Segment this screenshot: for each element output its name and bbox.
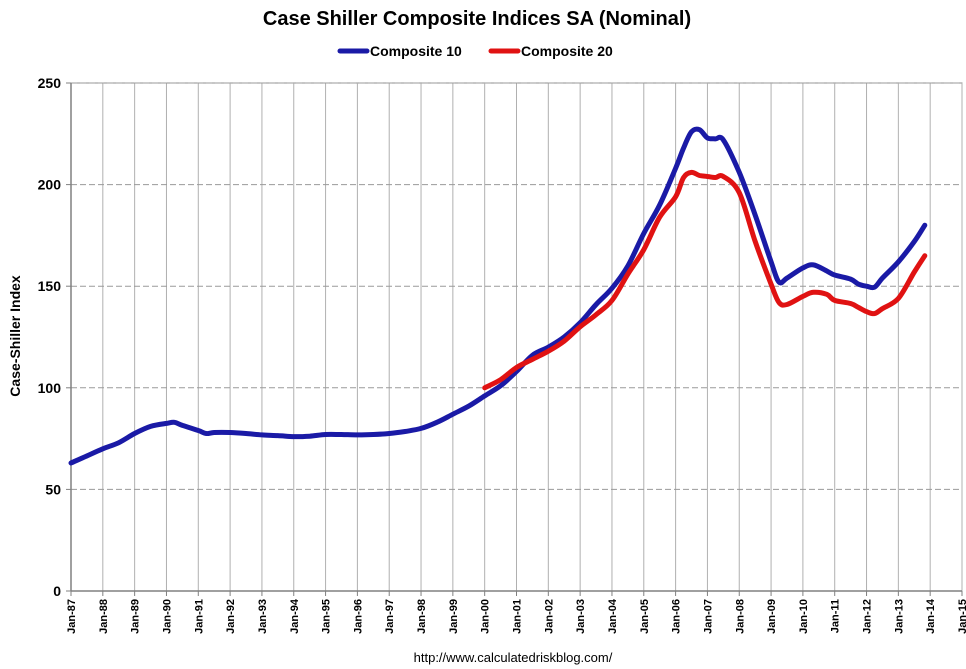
- x-tick-label: Jan-96: [352, 599, 364, 634]
- x-tick-label: Jan-00: [480, 599, 492, 634]
- x-tick-label: Jan-03: [575, 599, 587, 634]
- y-tick-label: 150: [38, 278, 62, 294]
- y-tick-label: 100: [38, 380, 62, 396]
- x-tick-label: Jan-92: [225, 599, 237, 634]
- x-tick-label: Jan-90: [161, 599, 173, 634]
- x-tick-label: Jan-89: [130, 599, 142, 634]
- chart-title: Case Shiller Composite Indices SA (Nomin…: [263, 8, 691, 30]
- x-tick-label: Jan-10: [798, 599, 810, 634]
- series-line-composite-20: [482, 169, 928, 391]
- x-tick-label: Jan-05: [639, 599, 651, 634]
- x-tick-label: Jan-97: [384, 599, 396, 634]
- series-line-composite-10: [68, 126, 928, 466]
- x-tick-label: Jan-07: [702, 599, 714, 634]
- grid: [70, 82, 963, 592]
- y-tick-label: 250: [38, 75, 62, 91]
- source-url: http://www.calculatedriskblog.com/: [414, 650, 613, 665]
- y-tick-label: 0: [53, 583, 61, 599]
- legend-label-composite-10: Composite 10: [370, 43, 462, 59]
- legend: Composite 10 Composite 20: [337, 43, 613, 59]
- series-lines: [68, 126, 928, 466]
- x-tick-label: Jan-93: [257, 599, 269, 634]
- y-axis-ticks: 0 50 100 150 200 250: [38, 75, 71, 599]
- x-tick-label: Jan-01: [512, 599, 524, 634]
- x-tick-label: Jan-15: [957, 599, 966, 634]
- y-axis-label: Case-Shiller Index: [7, 275, 23, 397]
- y-tick-label: 50: [45, 481, 61, 497]
- x-tick-label: Jan-94: [289, 598, 301, 634]
- x-tick-label: Jan-04: [607, 598, 619, 634]
- x-tick-label: Jan-11: [830, 599, 842, 633]
- x-tick-label: Jan-12: [862, 599, 874, 634]
- legend-label-composite-20: Composite 20: [521, 43, 613, 59]
- x-tick-label: Jan-91: [193, 599, 205, 634]
- x-tick-label: Jan-08: [734, 599, 746, 634]
- x-tick-label: Jan-88: [98, 599, 110, 634]
- x-tick-label: Jan-02: [543, 599, 555, 634]
- x-tick-label: Jan-13: [893, 599, 905, 634]
- x-tick-label: Jan-95: [321, 599, 333, 634]
- x-tick-label: Jan-14: [925, 598, 937, 634]
- x-tick-label: Jan-87: [66, 599, 78, 634]
- y-tick-label: 200: [38, 177, 62, 193]
- x-tick-label: Jan-09: [766, 599, 778, 634]
- x-tick-label: Jan-98: [416, 599, 428, 634]
- x-tick-label: Jan-99: [448, 599, 460, 634]
- x-axis-ticks: Jan-87 Jan-88 Jan-89 Jan-90 Jan-91 Jan-92 Jan-…: [66, 591, 966, 634]
- x-tick-label: Jan-06: [671, 599, 683, 634]
